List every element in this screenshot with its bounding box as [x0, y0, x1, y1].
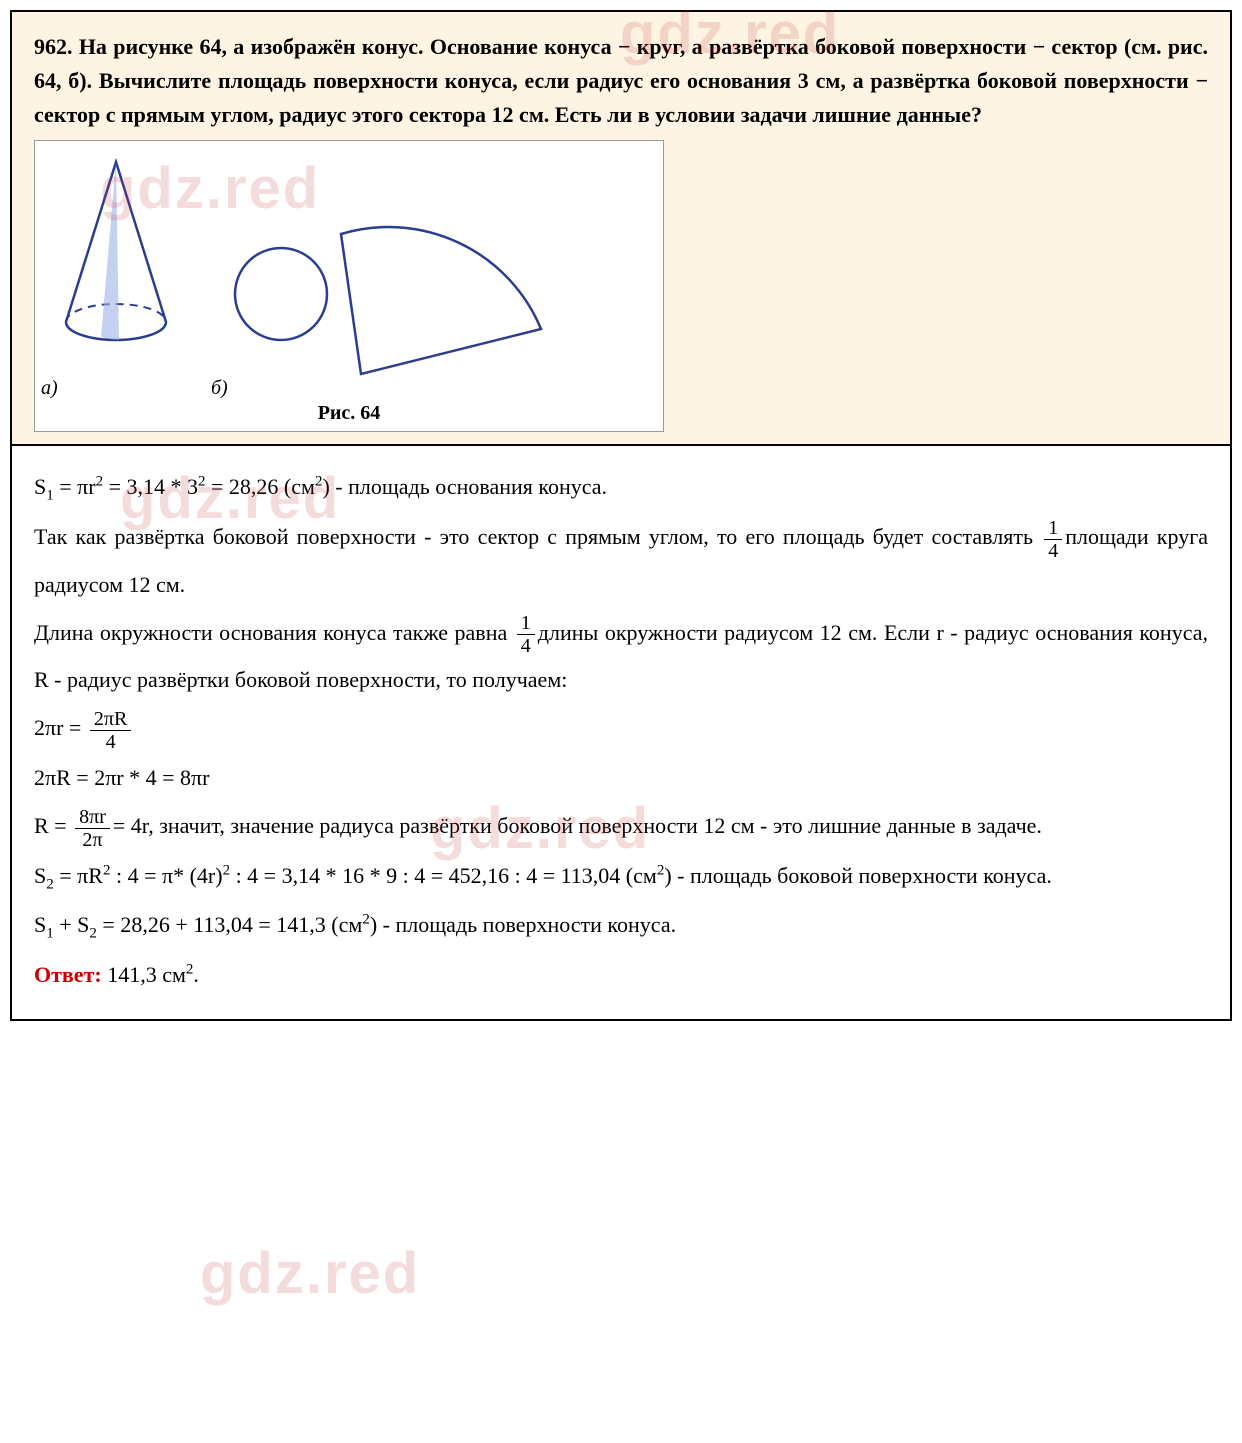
fraction: 14	[1044, 517, 1062, 562]
page-container: 962. На рисунке 64, а изображён конус. О…	[10, 10, 1232, 1021]
figure-content: а) б)	[41, 147, 657, 400]
solution-line-7: S2 = πR2 : 4 = π* (4r)2 : 4 = 3,14 * 16 …	[34, 853, 1208, 901]
solution-section: S1 = πr2 = 3,14 * 32 = 28,26 (см2) - пло…	[12, 446, 1230, 1018]
fraction: 8πr2π	[75, 806, 110, 851]
solution-line-8: S1 + S2 = 28,26 + 113,04 = 141,3 (см2) -…	[34, 902, 1208, 950]
solution-line-6: R = 8πr2π= 4r, значит, значение радиуса …	[34, 803, 1208, 850]
answer-line: Ответ: 141,3 см2.	[34, 952, 1208, 998]
figure-caption: Рис. 64	[41, 402, 657, 425]
cone-svg	[41, 147, 191, 367]
figure-box: а) б) Рис. 64	[34, 140, 664, 432]
answer-label: Ответ:	[34, 962, 102, 987]
figure-b: б)	[211, 174, 581, 400]
fraction: 14	[517, 612, 535, 657]
solution-line-1: S1 = πr2 = 3,14 * 32 = 28,26 (см2) - пло…	[34, 464, 1208, 512]
figure-b-label: б)	[211, 377, 228, 400]
watermark: gdz.red	[200, 1240, 420, 1307]
problem-text: 962. На рисунке 64, а изображён конус. О…	[34, 30, 1208, 132]
figure-a-label: а)	[41, 377, 191, 400]
net-svg	[211, 174, 581, 394]
solution-line-3: Длина окружности основания конуса также …	[34, 610, 1208, 704]
figure-a: а)	[41, 147, 191, 400]
solution-line-4: 2πr = 2πR4	[34, 705, 1208, 752]
solution-line-5: 2πR = 2πr * 4 = 8πr	[34, 755, 1208, 801]
fraction: 2πR4	[90, 708, 131, 753]
solution-line-2: Так как развёртка боковой поверхности - …	[34, 514, 1208, 608]
problem-section: 962. На рисунке 64, а изображён конус. О…	[12, 12, 1230, 446]
problem-body: На рисунке 64, а изображён конус. Основа…	[34, 34, 1208, 127]
problem-number: 962.	[34, 34, 73, 59]
